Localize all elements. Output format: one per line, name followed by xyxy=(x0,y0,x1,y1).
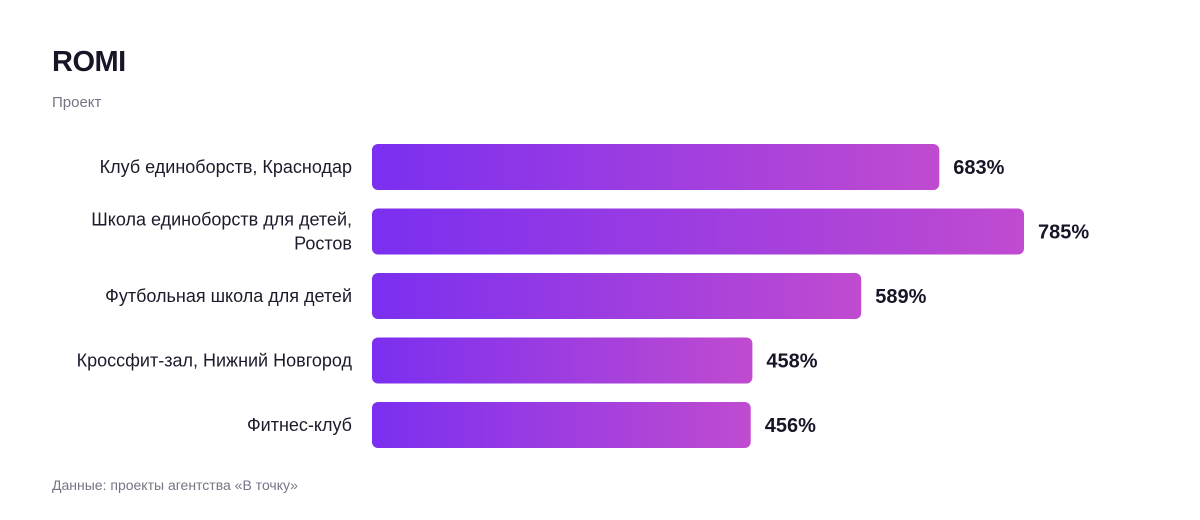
bar xyxy=(372,208,1024,255)
bar xyxy=(372,273,862,319)
category-label: Футбольная школа для детей xyxy=(105,286,352,306)
chart-source-note: Данные: проекты агентства «В точку» xyxy=(52,477,298,493)
value-label: 785% xyxy=(1038,222,1089,244)
category-label: Школа единоборств для детей, Ростов xyxy=(91,210,352,254)
bar xyxy=(372,144,940,190)
bar-group: Фитнес-клуб 456% xyxy=(247,402,816,448)
bar-group: Школа единоборств для детей, Ростов 785% xyxy=(91,208,1089,255)
value-label: 589% xyxy=(875,286,926,308)
category-label: Кроссфит-зал, Нижний Новгород xyxy=(77,351,353,371)
chart-title: ROMI xyxy=(52,46,126,78)
value-label: 458% xyxy=(766,351,817,373)
value-label: 456% xyxy=(765,415,816,437)
category-label: Фитнес-клуб xyxy=(247,415,352,435)
bar-group: Кроссфит-зал, Нижний Новгород 458% xyxy=(77,337,818,384)
bar-group: Клуб единоборств, Краснодар 683% xyxy=(100,144,1005,190)
bar-group: Футбольная школа для детей 589% xyxy=(105,273,927,319)
value-label: 683% xyxy=(953,157,1004,179)
category-label: Клуб единоборств, Краснодар xyxy=(100,157,352,177)
chart-subtitle: Проект xyxy=(52,94,102,111)
bar xyxy=(372,402,751,448)
bar xyxy=(372,337,753,384)
